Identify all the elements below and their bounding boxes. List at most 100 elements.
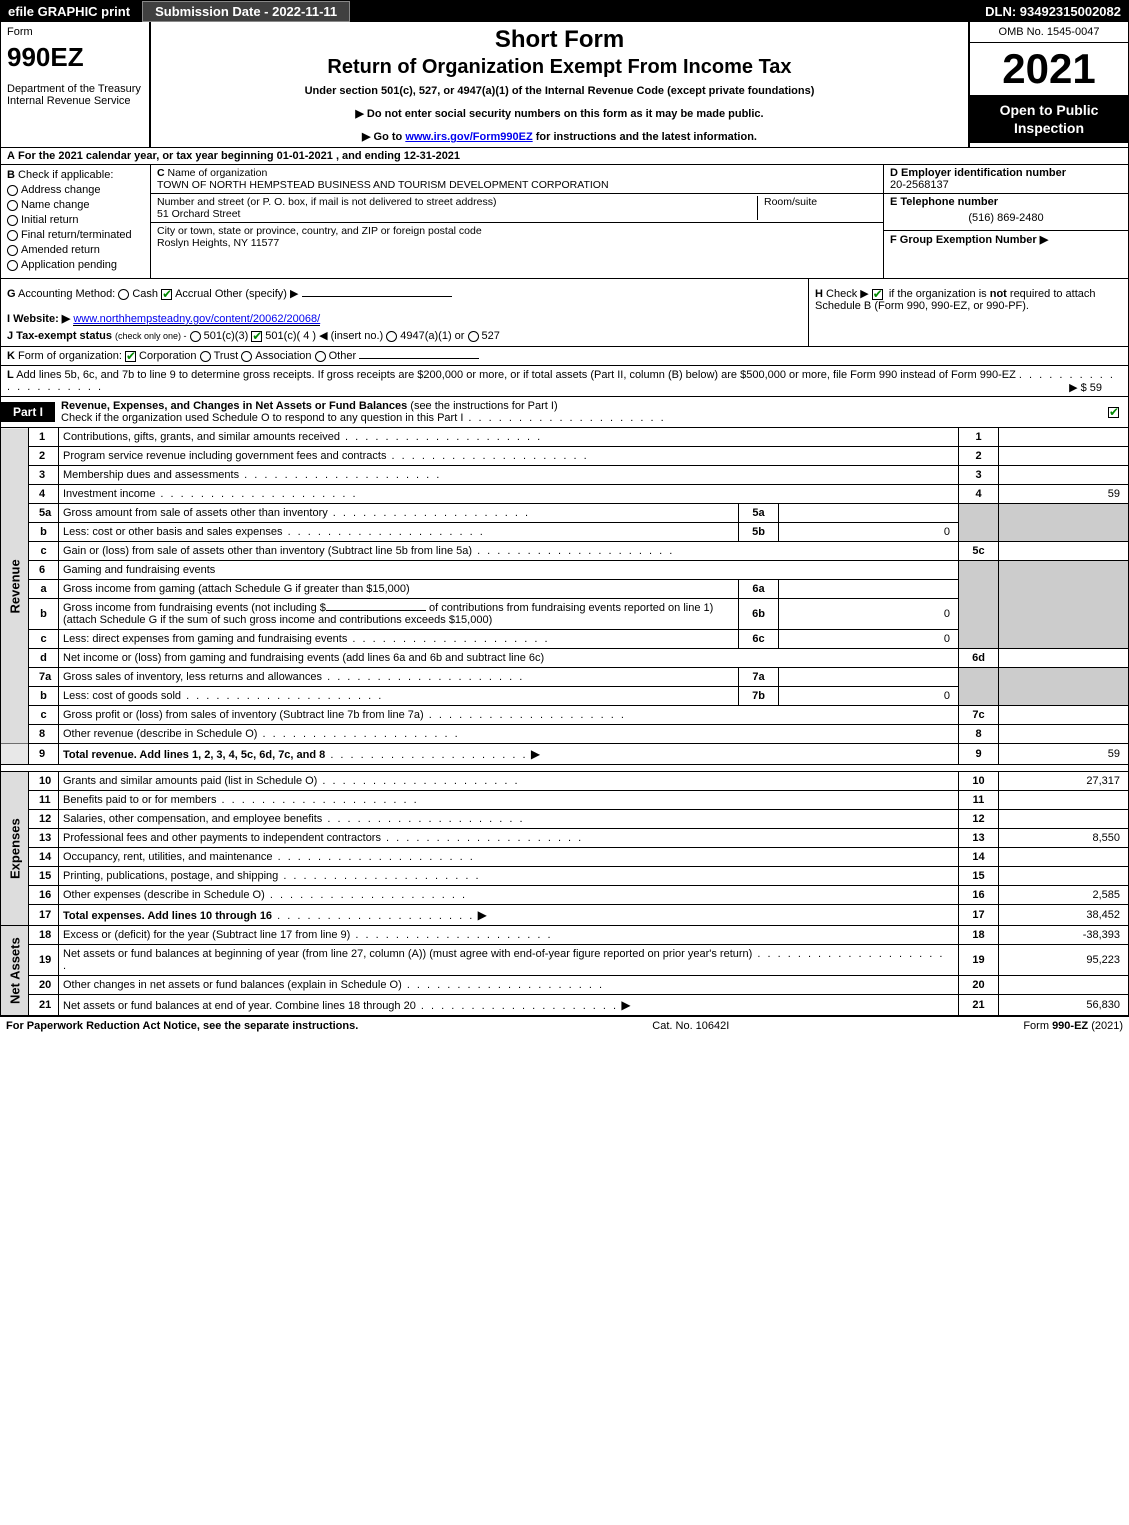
website-link[interactable]: www.northhempsteadny.gov/content/20062/2…: [73, 313, 320, 326]
line-17: 17 Total expenses. Add lines 10 through …: [1, 905, 1129, 926]
org-name: TOWN OF NORTH HEMPSTEAD BUSINESS AND TOU…: [157, 179, 609, 191]
sidebar-expenses: Expenses: [1, 772, 29, 926]
radio-4947[interactable]: [386, 331, 397, 342]
line-7c: c Gross profit or (loss) from sales of i…: [1, 706, 1129, 725]
chk-other[interactable]: [315, 351, 326, 362]
omb-number: OMB No. 1545-0047: [970, 22, 1128, 43]
note-goto: ▶ Go to www.irs.gov/Form990EZ for instru…: [161, 130, 958, 143]
footer: For Paperwork Reduction Act Notice, see …: [0, 1016, 1129, 1035]
line-14: 14 Occupancy, rent, utilities, and maint…: [1, 848, 1129, 867]
chk-name-change[interactable]: Name change: [7, 199, 144, 211]
chk-part1-schedO[interactable]: [1108, 407, 1119, 418]
label-c: C: [157, 167, 165, 179]
line-20: 20 Other changes in net assets or fund b…: [1, 976, 1129, 995]
org-name-row: C Name of organization TOWN OF NORTH HEM…: [151, 165, 883, 194]
label-k: K: [7, 350, 15, 362]
radio-accrual[interactable]: [161, 289, 172, 300]
city-value: Roslyn Heights, NY 11577: [157, 237, 279, 249]
chk-corp[interactable]: [125, 351, 136, 362]
row-a: A For the 2021 calendar year, or tax yea…: [0, 148, 1129, 165]
chk-final-return[interactable]: Final return/terminated: [7, 229, 144, 241]
line-21: 21 Net assets or fund balances at end of…: [1, 995, 1129, 1016]
header-left: Form 990EZ Department of the Treasury In…: [1, 22, 151, 147]
submission-date: Submission Date - 2022-11-11: [142, 1, 350, 22]
lines-table: Revenue 1 Contributions, gifts, grants, …: [0, 428, 1129, 1016]
line-11: 11 Benefits paid to or for members 11: [1, 791, 1129, 810]
city-row: City or town, state or province, country…: [151, 223, 883, 251]
form-header: Form 990EZ Department of the Treasury In…: [0, 22, 1129, 148]
line-19: 19 Net assets or fund balances at beginn…: [1, 945, 1129, 976]
label-f: F Group Exemption Number ▶: [890, 234, 1048, 246]
radio-527[interactable]: [468, 331, 479, 342]
return-title: Return of Organization Exempt From Incom…: [161, 56, 958, 79]
line-2: 2 Program service revenue including gove…: [1, 447, 1129, 466]
line-1: Revenue 1 Contributions, gifts, grants, …: [1, 428, 1129, 447]
chk-address-change[interactable]: Address change: [7, 184, 144, 196]
chk-amended[interactable]: Amended return: [7, 244, 144, 256]
name-label: Name of organization: [168, 167, 268, 179]
top-bar: efile GRAPHIC print Submission Date - 20…: [0, 0, 1129, 22]
line-6d: d Net income or (loss) from gaming and f…: [1, 649, 1129, 668]
label-g: G: [7, 288, 16, 300]
col-c: C Name of organization TOWN OF NORTH HEM…: [151, 165, 883, 278]
efile-label[interactable]: efile GRAPHIC print: [0, 4, 138, 19]
g-text: Accounting Method:: [18, 288, 115, 300]
text-a: For the 2021 calendar year, or tax year …: [18, 150, 460, 162]
row-e: E Telephone number (516) 869-2480: [884, 194, 1128, 231]
ein-value: 20-2568137: [890, 179, 949, 191]
chk-trust[interactable]: [200, 351, 211, 362]
line-13: 13 Professional fees and other payments …: [1, 829, 1129, 848]
label-d: D Employer identification number: [890, 167, 1066, 179]
footer-right: Form 990-EZ (2021): [1023, 1020, 1123, 1032]
line-3: 3 Membership dues and assessments 3: [1, 466, 1129, 485]
label-e: E Telephone number: [890, 196, 998, 208]
h-section: H Check ▶ if the organization is not req…: [808, 279, 1128, 346]
under-section: Under section 501(c), 527, or 4947(a)(1)…: [161, 85, 958, 97]
line-9: 9 Total revenue. Add lines 1, 2, 3, 4, 5…: [1, 744, 1129, 765]
header-right: OMB No. 1545-0047 2021 Open to Public In…: [968, 22, 1128, 147]
col-def: D Employer identification number 20-2568…: [883, 165, 1128, 278]
radio-501c[interactable]: [251, 331, 262, 342]
room-label: Room/suite: [757, 196, 877, 220]
form-number: 990EZ: [7, 42, 143, 73]
label-h: H: [815, 288, 823, 300]
chk-schedule-b[interactable]: [872, 289, 883, 300]
dln-label: DLN: 93492315002082: [985, 4, 1129, 19]
street-value: 51 Orchard Street: [157, 208, 240, 220]
part1-title: Revenue, Expenses, and Changes in Net As…: [55, 397, 1108, 427]
l-amount: ▶ $ 59: [1069, 381, 1122, 394]
sidebar-revenue: Revenue: [1, 428, 29, 744]
part1-label: Part I: [1, 402, 55, 422]
line-18: Net Assets 18 Excess or (deficit) for th…: [1, 926, 1129, 945]
col-b: B Check if applicable: Address change Na…: [1, 165, 151, 278]
irs-link[interactable]: www.irs.gov/Form990EZ: [405, 131, 532, 143]
open-public: Open to Public Inspection: [970, 95, 1128, 143]
footer-left: For Paperwork Reduction Act Notice, see …: [6, 1020, 358, 1032]
row-f: F Group Exemption Number ▶: [884, 231, 1128, 248]
line-8: 8 Other revenue (describe in Schedule O)…: [1, 725, 1129, 744]
part1-header-row: Part I Revenue, Expenses, and Changes in…: [0, 397, 1129, 428]
irs-label: Internal Revenue Service: [7, 95, 143, 107]
label-i: I Website: ▶: [7, 313, 70, 325]
header-center: Short Form Return of Organization Exempt…: [151, 22, 968, 147]
line-4: 4 Investment income 4 59: [1, 485, 1129, 504]
row-k: K Form of organization: Corporation Trus…: [0, 347, 1129, 366]
label-b: B: [7, 169, 15, 181]
label-j: J Tax-exempt status: [7, 330, 112, 342]
chk-initial-return[interactable]: Initial return: [7, 214, 144, 226]
b-heading: Check if applicable:: [18, 169, 113, 181]
line-5c: c Gain or (loss) from sale of assets oth…: [1, 542, 1129, 561]
short-form-title: Short Form: [161, 26, 958, 54]
chk-pending[interactable]: Application pending: [7, 259, 144, 271]
radio-cash[interactable]: [118, 289, 129, 300]
line-6: 6 Gaming and fundraising events: [1, 561, 1129, 580]
phone-value: (516) 869-2480: [890, 208, 1122, 228]
chk-assoc[interactable]: [241, 351, 252, 362]
label-l: L: [7, 369, 14, 381]
radio-501c3[interactable]: [190, 331, 201, 342]
line-5a: 5a Gross amount from sale of assets othe…: [1, 504, 1129, 523]
tax-year: 2021: [970, 43, 1128, 95]
line-7a: 7a Gross sales of inventory, less return…: [1, 668, 1129, 687]
g-section: G Accounting Method: Cash Accrual Other …: [1, 279, 808, 346]
city-label: City or town, state or province, country…: [157, 225, 482, 237]
